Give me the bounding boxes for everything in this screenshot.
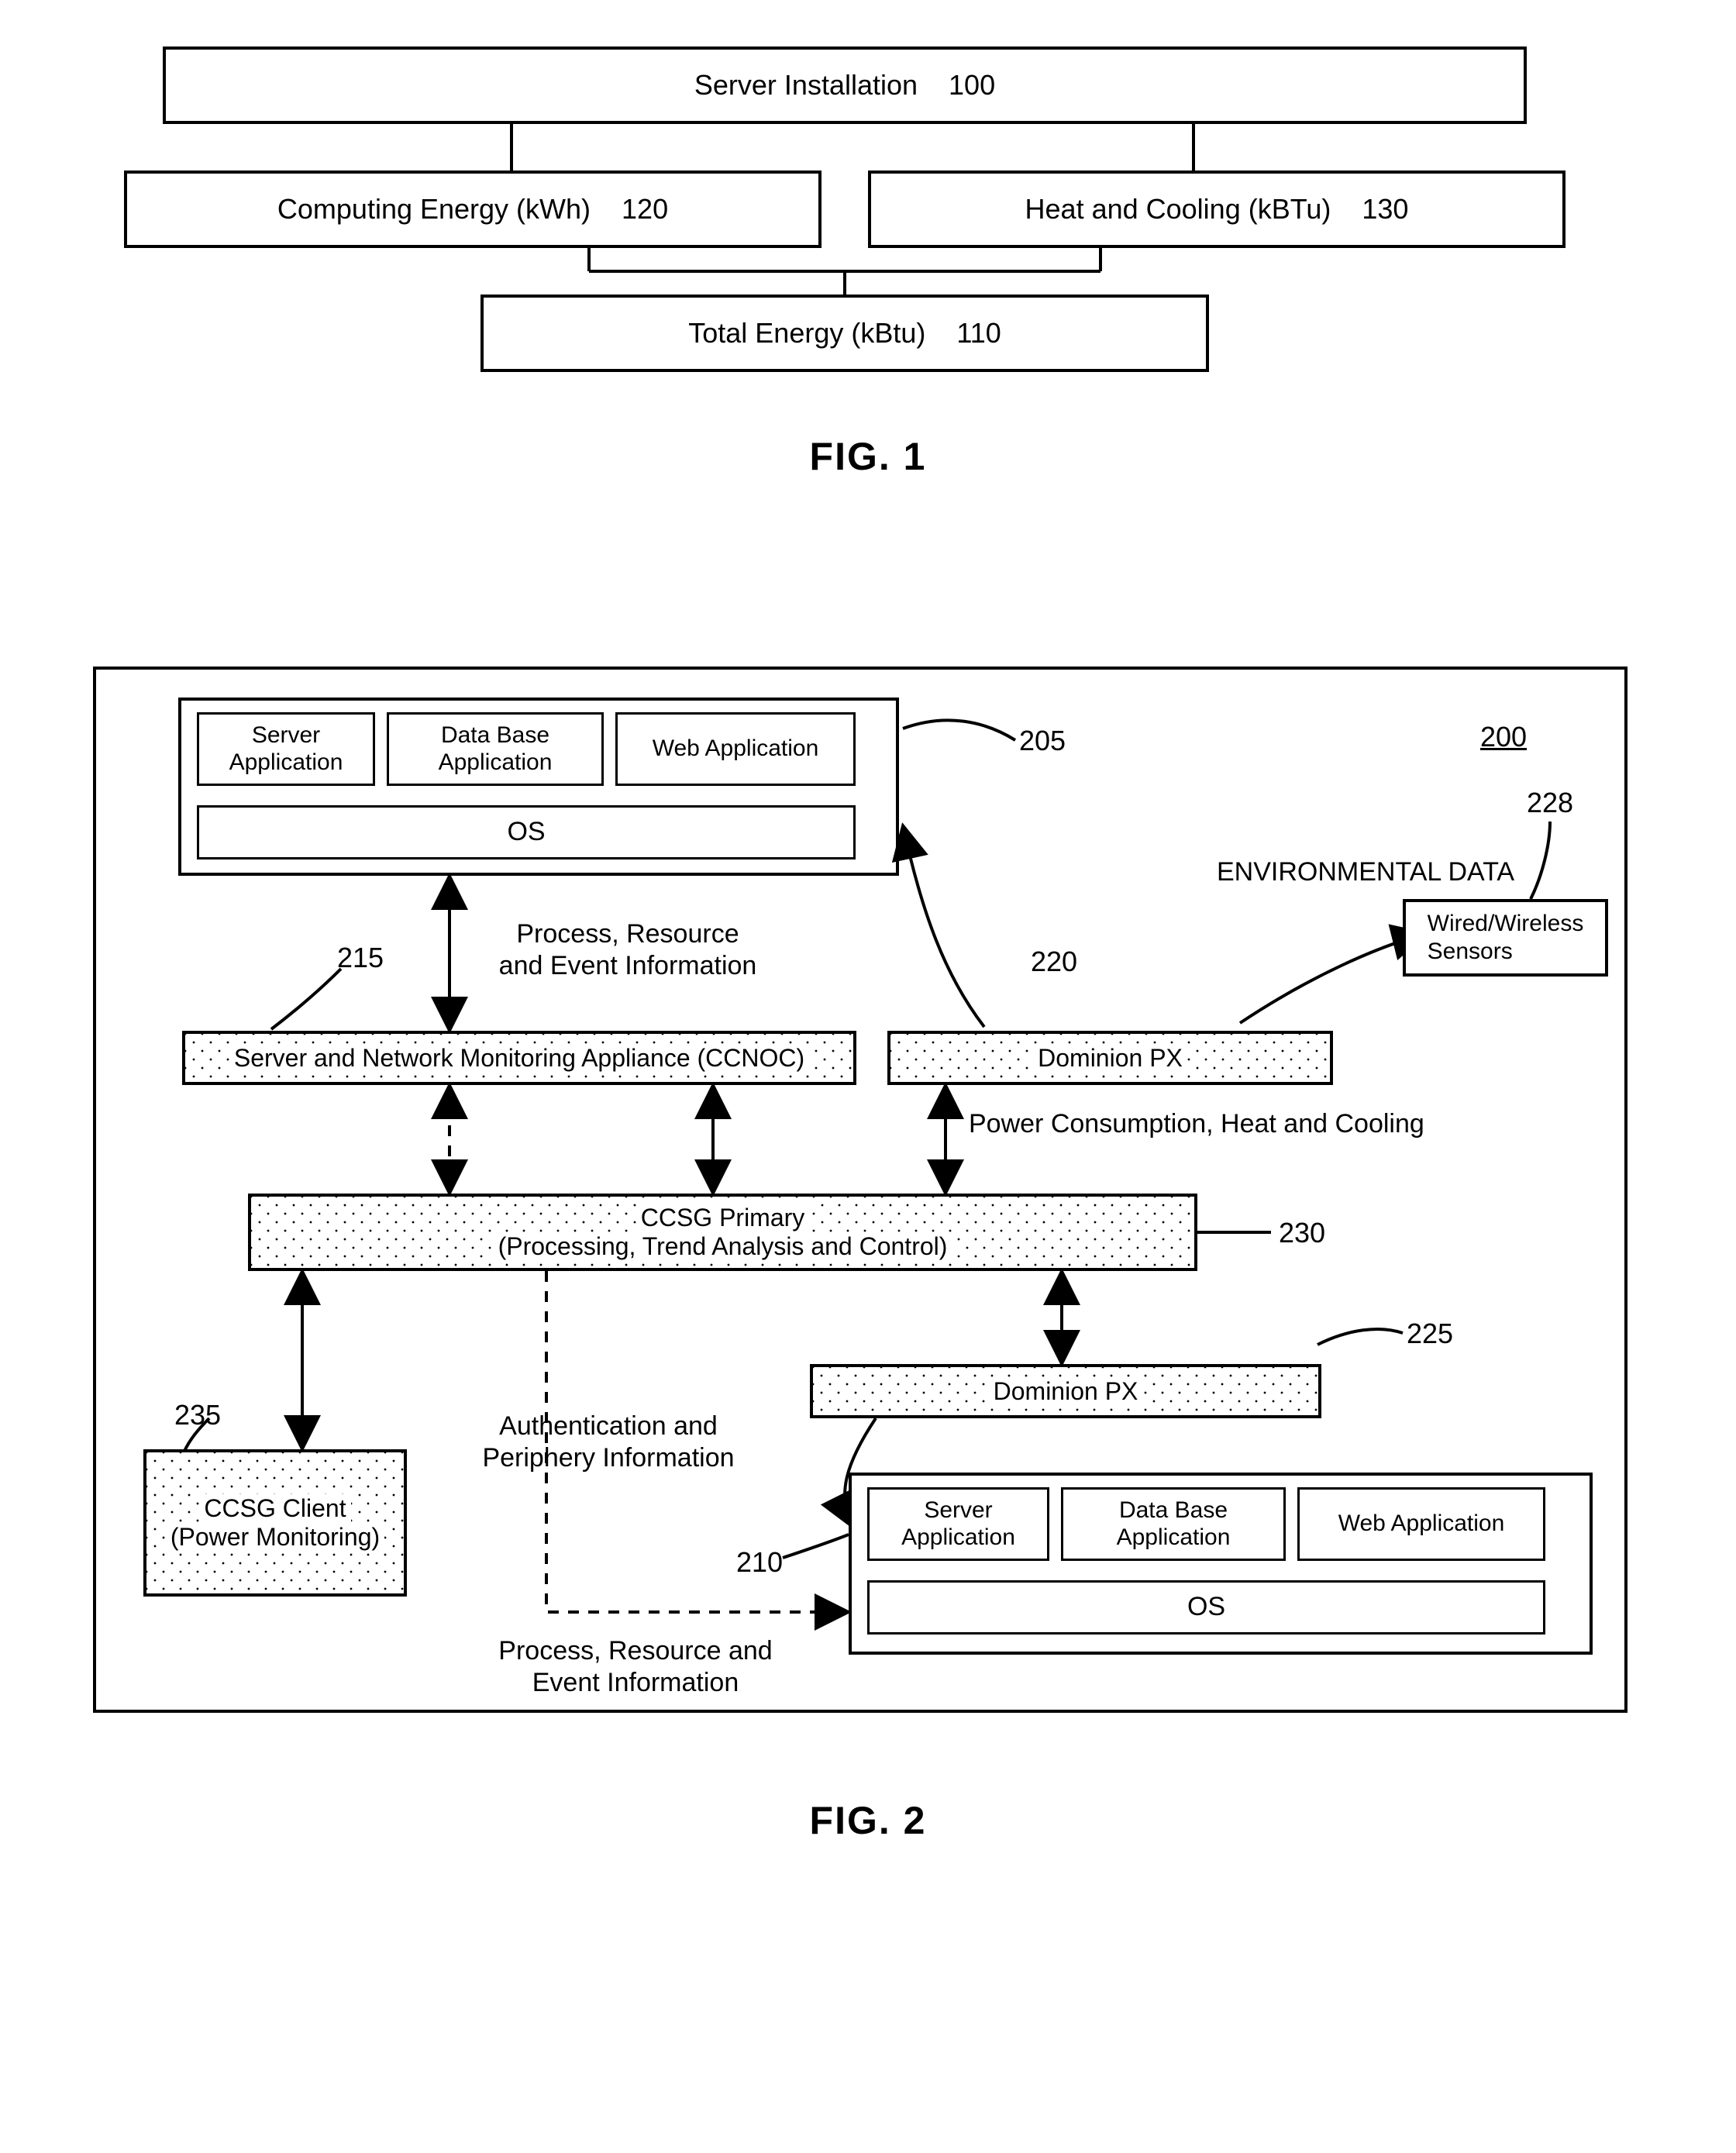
bottom-web-app: Web Application — [1297, 1487, 1545, 1561]
figure-1: Server Installation 100 Computing Energy… — [31, 47, 1705, 512]
bottom-app-cluster: Server Application Data Base Application… — [849, 1473, 1593, 1655]
ref-200: 200 — [1480, 721, 1527, 753]
bottom-os: OS — [867, 1580, 1545, 1635]
top-app-cluster: Server Application Data Base Application… — [178, 698, 899, 876]
heat-cooling-box: Heat and Cooling (kBTu) 130 — [868, 171, 1566, 248]
server-installation-box: Server Installation 100 — [163, 47, 1527, 124]
dominion-px-top: Dominion PX — [887, 1031, 1333, 1085]
total-energy-box: Total Energy (kBtu) 110 — [480, 295, 1209, 372]
proc-res-evt-label: Process, Resource and Event Information — [473, 918, 783, 982]
bottom-db-app: Data Base Application — [1061, 1487, 1286, 1561]
proc-res-evt-label-2: Process, Resource and Event Information — [465, 1635, 806, 1699]
ref-205: 205 — [1019, 725, 1066, 757]
server-installation-label: Server Installation — [694, 69, 918, 102]
bottom-server-app: Server Application — [867, 1487, 1049, 1561]
dominion-px-bottom: Dominion PX — [810, 1364, 1321, 1418]
auth-periphery-label: Authentication and Periphery Information — [453, 1411, 763, 1474]
heat-cooling-ref: 130 — [1362, 193, 1408, 226]
power-consumption-label: Power Consumption, Heat and Cooling — [969, 1108, 1511, 1140]
top-os: OS — [197, 805, 856, 859]
ccsg-client-box: CCSG Client (Power Monitoring) — [143, 1449, 407, 1597]
ref-228: 228 — [1527, 787, 1573, 819]
computing-energy-box: Computing Energy (kWh) 120 — [124, 171, 822, 248]
figure-2: Server Application Data Base Application… — [31, 667, 1705, 1984]
fig1-caption: FIG. 1 — [31, 434, 1705, 479]
total-energy-label: Total Energy (kBtu) — [688, 317, 925, 350]
heat-cooling-label: Heat and Cooling (kBTu) — [1025, 193, 1331, 226]
ccsg-primary-box: CCSG Primary (Processing, Trend Analysis… — [248, 1194, 1197, 1271]
ref-225: 225 — [1407, 1318, 1453, 1350]
server-installation-ref: 100 — [949, 69, 995, 102]
ref-210: 210 — [736, 1546, 783, 1579]
computing-energy-label: Computing Energy (kWh) — [277, 193, 591, 226]
env-data-label: ENVIRONMENTAL DATA — [1217, 856, 1589, 888]
ref-230: 230 — [1279, 1217, 1325, 1249]
sensors-box: Wired/Wireless Sensors — [1403, 899, 1608, 977]
computing-energy-ref: 120 — [622, 193, 668, 226]
fig2-caption: FIG. 2 — [31, 1798, 1705, 1843]
ref-220: 220 — [1031, 946, 1077, 978]
ccnoc-box: Server and Network Monitoring Appliance … — [182, 1031, 856, 1085]
total-energy-ref: 110 — [956, 317, 1001, 350]
ref-215: 215 — [337, 942, 384, 974]
ref-235: 235 — [174, 1399, 221, 1431]
top-server-app: Server Application — [197, 712, 375, 786]
top-web-app: Web Application — [615, 712, 856, 786]
top-db-app: Data Base Application — [387, 712, 604, 786]
